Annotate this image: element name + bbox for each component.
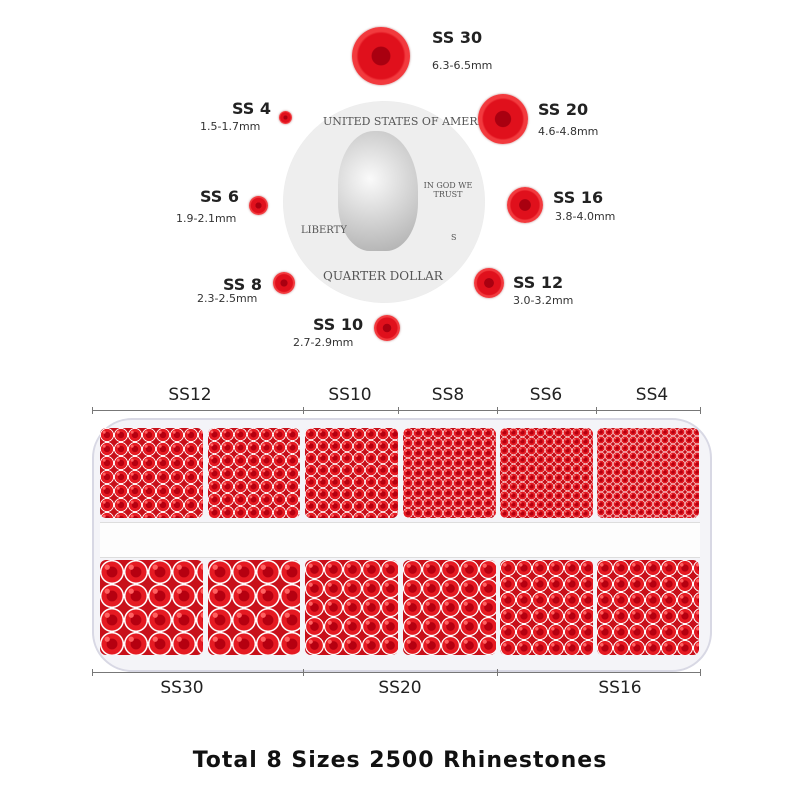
tray-label-ss16: SS16 [598,678,642,698]
tick [497,407,498,414]
size-label: SS 4 [232,99,272,118]
compartment-ss20 [305,560,398,655]
washington-portrait [338,131,418,251]
compartment-ss30 [100,560,203,655]
size-range: 2.3-2.5mm [197,292,258,305]
top-divider-line [92,410,701,411]
coin-bottom-text: QUARTER DOLLAR [323,269,443,283]
size-range: 1.9-2.1mm [176,212,237,225]
compartment-ss30 [208,560,300,655]
tick [303,407,304,414]
size-range: 3.8-4.0mm [555,210,616,223]
size-label: SS 16 [553,188,604,207]
gem-ss10 [374,315,400,341]
tick [700,407,701,414]
tick [700,669,701,676]
tray-label-ss12: SS12 [168,385,212,405]
size-range: 6.3-6.5mm [432,59,493,72]
tray-label-ss30: SS30 [160,678,204,698]
tray-label-ss6: SS6 [529,385,563,405]
size-label: SS 6 [200,187,240,206]
compartment-ss20 [403,560,496,655]
compartment-ss6 [500,428,593,518]
size-range: 4.6-4.8mm [538,125,599,138]
tick [303,669,304,676]
tick [92,407,93,414]
size-label: SS 10 [313,315,364,334]
coin-mint-mark: S [451,233,457,242]
gem-ss16 [507,187,543,223]
tray-divider [100,522,700,558]
compartment-ss10 [305,428,398,518]
size-range: 1.5-1.7mm [200,120,261,133]
tick [92,669,93,676]
compartment-ss12 [100,428,203,518]
gem-ss12 [474,268,504,298]
tray-label-ss8: SS8 [431,385,465,405]
gem-ss4 [279,111,292,124]
tick [497,669,498,676]
bottom-divider-line [92,672,701,673]
size-range: 3.0-3.2mm [513,294,574,307]
compartment-ss4 [597,428,699,518]
compartment-ss16 [500,560,593,655]
tick [596,407,597,414]
coin-motto: IN GOD WE TRUST [423,181,473,199]
gem-ss30 [352,27,410,85]
tray-label-ss20: SS20 [378,678,422,698]
tick [398,407,399,414]
tray-label-ss4: SS4 [635,385,669,405]
size-range: 2.7-2.9mm [293,336,354,349]
coin-liberty: LIBERTY [301,225,347,236]
size-label: SS 8 [223,275,263,294]
size-label: SS 12 [513,273,564,292]
coin-top-text: UNITED STATES OF AMERICA [323,115,499,128]
size-label: SS 30 [432,28,483,47]
gem-ss8 [273,272,295,294]
compartment-ss8 [403,428,496,518]
size-label: SS 20 [538,100,589,119]
caption: Total 8 Sizes 2500 Rhinestones [192,748,608,773]
compartment-ss12 [208,428,300,518]
tray-label-ss10: SS10 [328,385,372,405]
gem-ss20 [478,94,528,144]
quarter-coin: UNITED STATES OF AMERICA IN GOD WE TRUST… [283,101,498,303]
compartment-ss16 [597,560,699,655]
gem-ss6 [249,196,268,215]
